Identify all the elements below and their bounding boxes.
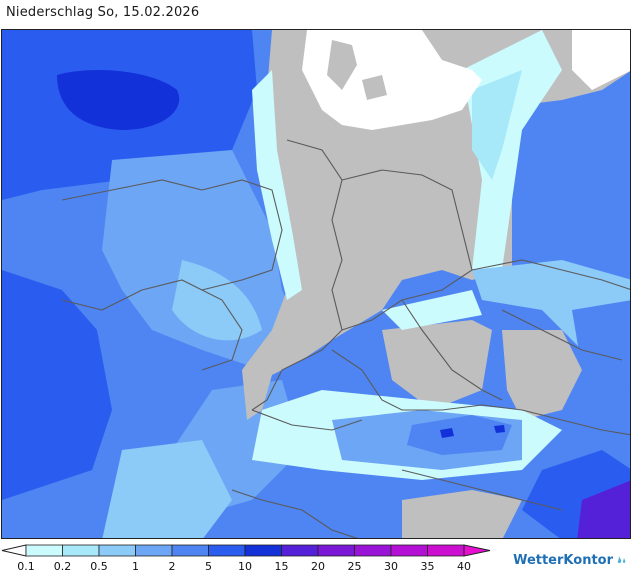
legend-tick-label: 25 <box>348 560 362 573</box>
legend-tick-label: 1 <box>132 560 139 573</box>
legend-tick-label: 10 <box>238 560 252 573</box>
precip-core-alps <box>407 415 512 455</box>
legend-color-box <box>62 544 100 557</box>
legend-tick-label: 30 <box>384 560 398 573</box>
rain-drop-icon <box>617 555 626 563</box>
legend-color-box <box>25 544 63 557</box>
legend-tick-label: 0.1 <box>17 560 35 573</box>
precip-light-belgium <box>172 260 262 341</box>
legend-color-box <box>208 544 246 557</box>
legend-max-arrow <box>463 544 491 557</box>
precipitation-map[interactable] <box>1 29 631 539</box>
dry-area-czechia <box>382 320 492 410</box>
country-borders <box>61 139 630 538</box>
legend-color-box <box>171 544 209 557</box>
legend-min-arrow <box>1 544 27 557</box>
legend-tick-label: 40 <box>457 560 471 573</box>
legend-color-box <box>427 544 465 557</box>
precip-fringe-saxony <box>382 290 482 330</box>
precip-max-alps-1 <box>440 428 454 438</box>
precip-band-east <box>572 300 630 390</box>
brand-logo[interactable]: WetterKontor <box>513 553 627 568</box>
precip-core-atlantic <box>2 270 112 500</box>
legend-tick-label: 20 <box>311 560 325 573</box>
precip-max-northsea <box>57 70 180 130</box>
dry-area-germany <box>242 30 630 420</box>
legend-tick-label: 0.2 <box>54 560 72 573</box>
legend-color-box <box>317 544 355 557</box>
precip-fringe-west <box>252 70 302 300</box>
precip-max-southeast <box>577 480 630 538</box>
legend-color-box <box>135 544 173 557</box>
legend-scale: 0.1 0.2 0.5 1 2 5 10 15 20 25 30 35 40 <box>1 544 491 573</box>
legend-tick-label: 0.5 <box>90 560 108 573</box>
legend-tick-label: 2 <box>169 560 176 573</box>
legend-color-box <box>98 544 136 557</box>
dry-area-italy <box>402 490 522 538</box>
map-title: Niederschlag So, 15.02.2026 <box>6 5 200 20</box>
legend-tick-label: 5 <box>205 560 212 573</box>
brand-name: WetterKontor <box>513 553 613 568</box>
denmark-jutland <box>327 40 357 90</box>
map-canvas <box>2 30 630 538</box>
legend-color-box <box>244 544 282 557</box>
sea-northeast <box>572 30 630 90</box>
legend-color-box <box>390 544 428 557</box>
legend-tick-label: 35 <box>421 560 435 573</box>
precip-light-france <box>102 440 232 538</box>
dry-area-slovakia <box>502 330 582 420</box>
precip-max-alps-2 <box>494 425 505 433</box>
denmark-islands <box>362 75 387 100</box>
legend-color-box <box>354 544 392 557</box>
legend-color-box <box>281 544 319 557</box>
legend-tick-label: 15 <box>275 560 289 573</box>
precip-light-poland <box>472 70 522 180</box>
precipitation-legend: 0.1 0.2 0.5 1 2 5 10 15 20 25 30 35 40 <box>0 541 520 580</box>
